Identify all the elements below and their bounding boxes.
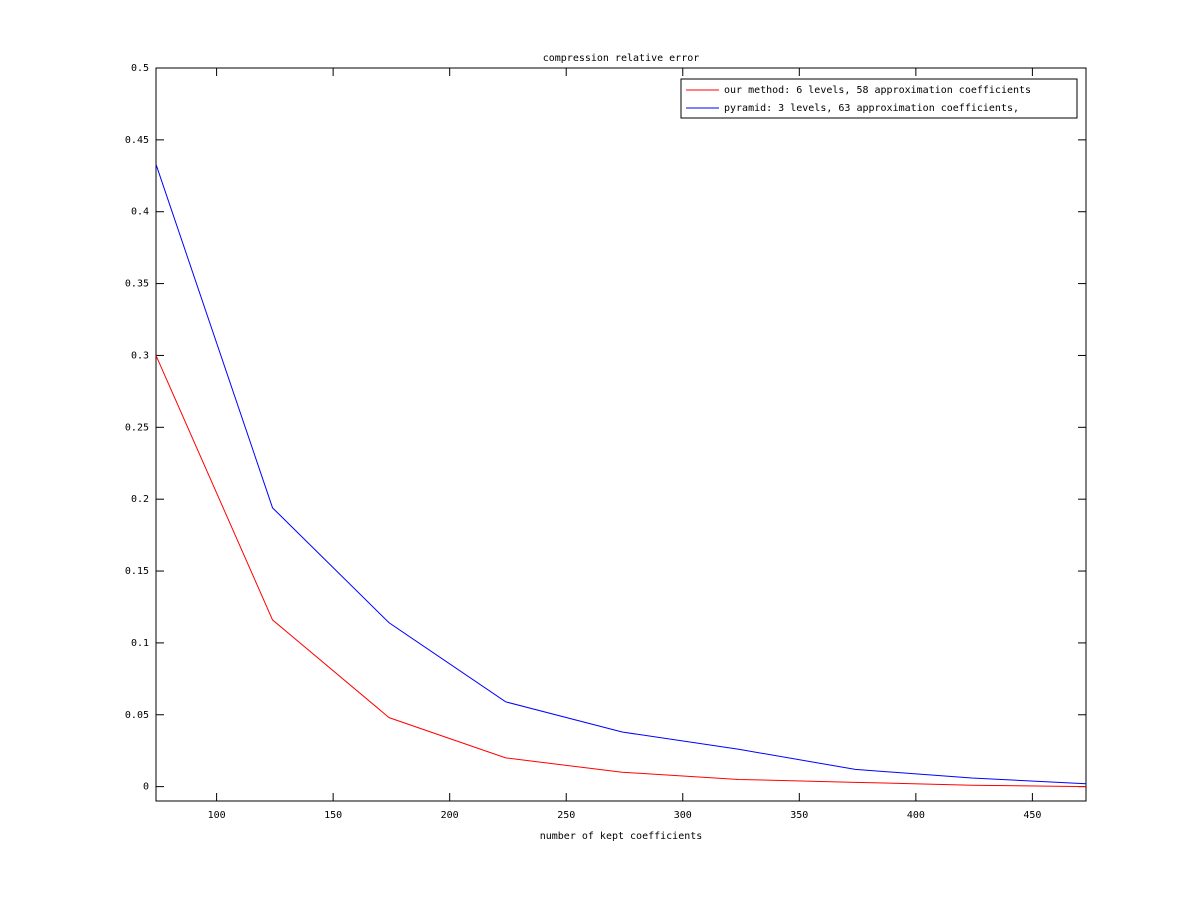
y-tick-label: 0.3 bbox=[131, 350, 149, 361]
y-tick-label: 0.45 bbox=[125, 135, 149, 146]
legend-box bbox=[680, 78, 1078, 119]
x-tick-label: 200 bbox=[441, 810, 459, 821]
x-tick-label: 150 bbox=[324, 810, 342, 821]
x-tick-label: 350 bbox=[790, 810, 808, 821]
y-tick-label: 0.1 bbox=[131, 638, 149, 649]
chart-title: compression relative error bbox=[543, 53, 700, 64]
y-tick-label: 0.05 bbox=[125, 710, 149, 721]
x-axis-label: number of kept coefficients bbox=[540, 831, 703, 842]
legend-label: pyramid: 3 levels, 63 approximation coef… bbox=[724, 103, 1019, 114]
y-tick-label: 0.25 bbox=[125, 422, 149, 433]
y-tick-label: 0.5 bbox=[131, 63, 149, 74]
y-tick-label: 0.35 bbox=[125, 279, 149, 290]
x-tick-label: 400 bbox=[907, 810, 925, 821]
line-series bbox=[155, 355, 1087, 788]
legend-label: our method: 6 levels, 58 approximation c… bbox=[724, 85, 1031, 96]
x-tick-label: 100 bbox=[208, 810, 226, 821]
x-tick-label: 450 bbox=[1023, 810, 1041, 821]
y-tick-label: 0.15 bbox=[125, 566, 149, 577]
x-tick-label: 250 bbox=[557, 810, 575, 821]
y-tick-label: 0 bbox=[143, 782, 149, 793]
line-series bbox=[155, 164, 1087, 785]
y-tick-label: 0.4 bbox=[131, 207, 149, 218]
y-tick-label: 0.2 bbox=[131, 494, 149, 505]
plot-area bbox=[155, 67, 1087, 802]
x-tick-label: 300 bbox=[674, 810, 692, 821]
